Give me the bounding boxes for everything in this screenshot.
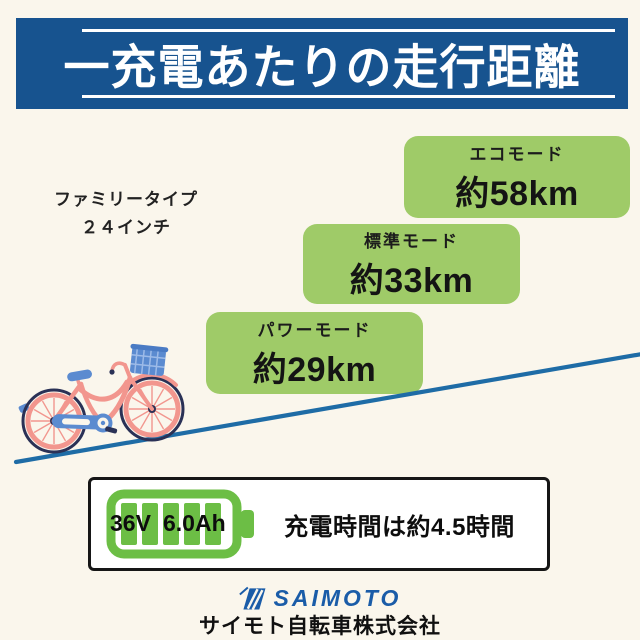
footer-logo: SAIMOTO サイモト自転車株式会社 xyxy=(0,586,640,639)
bike-type-label: ファミリータイプ ２４インチ xyxy=(26,186,226,242)
battery-capacity: 6.0Ah xyxy=(163,510,226,536)
mode-name: パワーモード xyxy=(257,320,372,340)
brand-name: SAIMOTO xyxy=(273,585,402,611)
mode-distance: 約33km xyxy=(349,261,474,300)
bike-grip xyxy=(109,369,115,375)
bike-chainguard xyxy=(51,413,118,434)
mode-distance: 約29km xyxy=(252,350,377,389)
mode-name: エコモード xyxy=(469,144,565,164)
bike-saddle xyxy=(67,369,92,382)
battery-voltage: 36V xyxy=(110,510,151,536)
bike-basket xyxy=(130,343,169,376)
battery-icon: 36V 6.0Ah xyxy=(106,489,258,559)
mode-distance: 約58km xyxy=(455,174,579,213)
company-name: サイモト自転車株式会社 xyxy=(199,615,441,638)
mode-card-power: パワーモード 約29km xyxy=(206,312,423,394)
brand-row: SAIMOTO xyxy=(238,585,402,611)
banner-rule-top xyxy=(82,29,615,32)
mode-card-standard: 標準モード 約33km xyxy=(303,224,520,304)
banner-rule-bottom xyxy=(82,95,615,98)
poster-title: 一充電あたりの走行距離 xyxy=(63,39,581,94)
bicycle-illustration xyxy=(18,343,185,454)
battery-spec-panel: 36V 6.0Ah 充電時間は約4.5時間 xyxy=(88,477,550,571)
bike-type-line2: ２４インチ xyxy=(81,218,171,238)
title-banner: 一充電あたりの走行距離 xyxy=(16,18,628,109)
mode-name: 標準モード xyxy=(364,231,459,251)
bike-type-line1: ファミリータイプ xyxy=(54,190,198,209)
saimoto-logo-icon xyxy=(238,586,266,611)
charge-time-text: 充電時間は約4.5時間 xyxy=(284,513,515,541)
mode-card-eco: エコモード 約58km xyxy=(404,136,630,218)
